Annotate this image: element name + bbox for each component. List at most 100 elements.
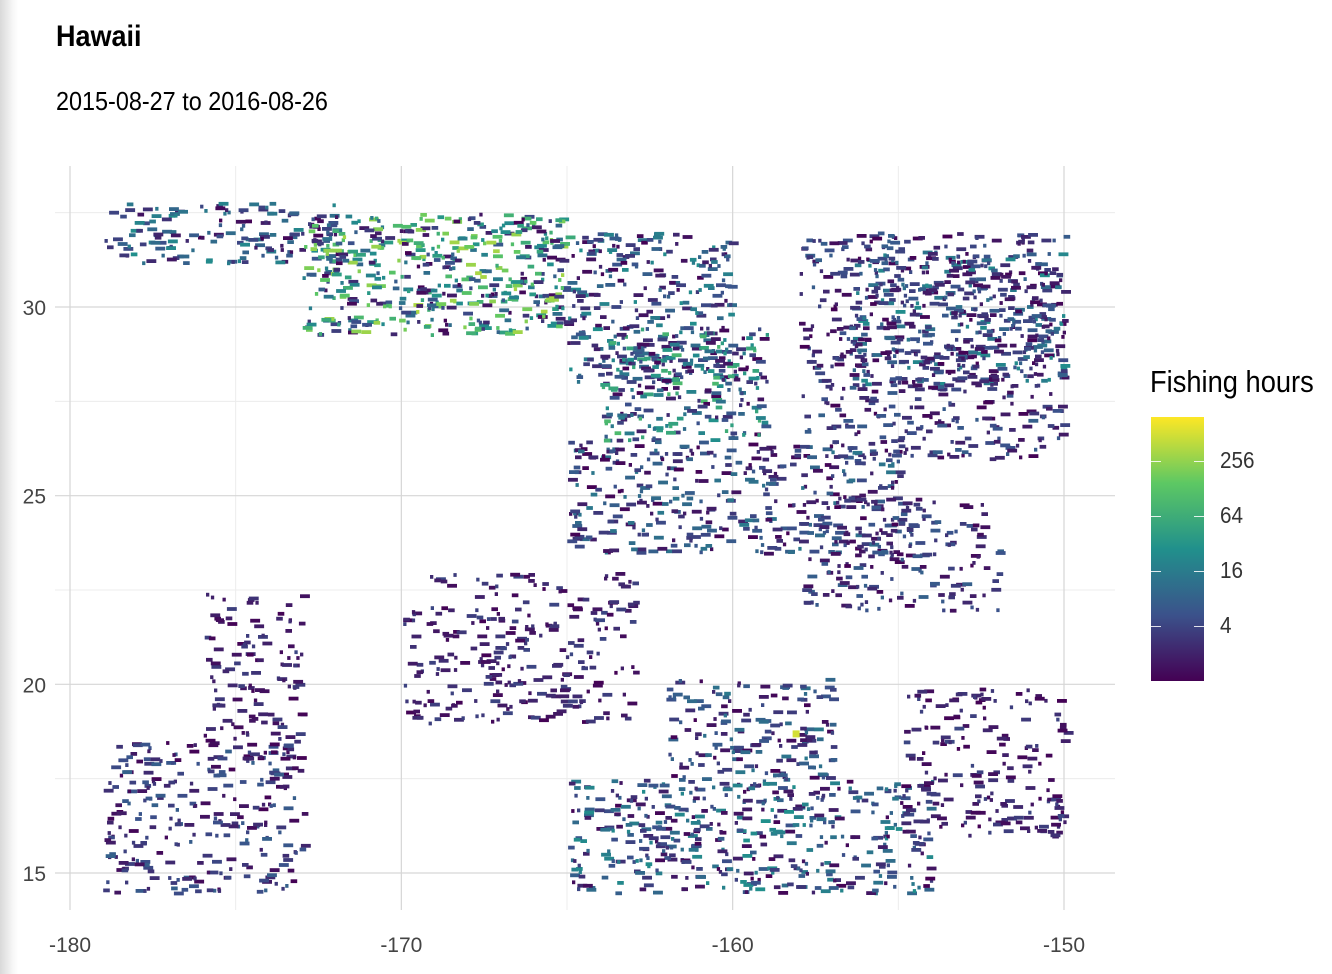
heatmap-cell bbox=[804, 756, 808, 761]
heatmap-cell bbox=[893, 354, 897, 358]
heatmap-cell bbox=[644, 813, 648, 818]
heatmap-cell bbox=[833, 455, 841, 459]
heatmap-cell bbox=[873, 411, 878, 416]
heatmap-cell bbox=[606, 612, 614, 617]
heatmap-cell bbox=[641, 532, 649, 537]
heatmap-cell bbox=[246, 865, 253, 870]
heatmap-cell bbox=[1040, 315, 1047, 319]
heatmap-cell bbox=[945, 533, 949, 538]
heatmap-cell bbox=[146, 259, 157, 263]
heatmap-cell bbox=[723, 272, 733, 277]
heatmap-cell bbox=[881, 507, 885, 512]
heatmap-cell bbox=[896, 266, 907, 270]
heatmap-cell bbox=[137, 789, 148, 793]
heatmap-cell bbox=[930, 792, 941, 797]
heatmap-cell bbox=[341, 238, 345, 243]
heatmap-cell bbox=[559, 648, 567, 652]
heatmap-cell bbox=[719, 830, 727, 835]
heatmap-cell bbox=[805, 709, 809, 714]
heatmap-cell bbox=[910, 304, 914, 308]
heatmap-cell bbox=[954, 529, 958, 534]
heatmap-cell bbox=[857, 606, 861, 611]
heatmap-cell bbox=[331, 259, 339, 264]
heatmap-cell bbox=[289, 250, 294, 255]
heatmap-cell bbox=[707, 356, 718, 360]
heatmap-cell bbox=[402, 242, 409, 246]
heatmap-cell bbox=[652, 436, 656, 441]
heatmap-cell bbox=[830, 687, 837, 692]
heatmap-cell bbox=[697, 275, 704, 280]
heatmap-cell bbox=[430, 575, 434, 579]
heatmap-cell bbox=[671, 275, 679, 279]
heatmap-cell bbox=[891, 287, 902, 292]
heatmap-cell bbox=[914, 693, 922, 698]
heatmap-cell bbox=[607, 339, 614, 343]
heatmap-cell bbox=[748, 707, 752, 712]
heatmap-cell bbox=[900, 591, 904, 596]
heatmap-cell bbox=[595, 797, 606, 802]
heatmap-cell bbox=[754, 381, 758, 386]
heatmap-cell bbox=[857, 424, 868, 429]
heatmap-cell bbox=[662, 348, 673, 352]
heatmap-cell bbox=[643, 338, 653, 343]
heatmap-cell bbox=[653, 268, 664, 273]
heatmap-cell bbox=[189, 875, 196, 880]
heatmap-cell bbox=[660, 852, 668, 857]
heatmap-cell bbox=[757, 418, 762, 423]
heatmap-cell bbox=[281, 218, 289, 223]
heatmap-cell bbox=[867, 586, 878, 591]
heatmap-cell bbox=[495, 266, 503, 270]
heatmap-cell bbox=[505, 284, 513, 288]
heatmap-cell bbox=[866, 891, 877, 895]
heatmap-cell bbox=[604, 856, 615, 861]
heatmap-cell bbox=[681, 493, 685, 498]
heatmap-cell bbox=[816, 817, 827, 822]
heatmap-cell bbox=[839, 413, 847, 418]
heatmap-cell bbox=[479, 657, 483, 661]
heatmap-cell bbox=[168, 803, 175, 808]
heatmap-cell bbox=[297, 712, 308, 717]
heatmap-cell bbox=[127, 801, 131, 806]
heatmap-cell bbox=[423, 703, 427, 708]
heatmap-cell bbox=[609, 395, 620, 400]
heatmap-cell bbox=[861, 505, 865, 509]
heatmap-cell bbox=[634, 407, 642, 411]
heatmap-cell bbox=[732, 363, 740, 367]
heatmap-cell bbox=[282, 775, 293, 779]
heatmap-cell bbox=[878, 550, 889, 555]
heatmap-cell bbox=[504, 318, 512, 323]
heatmap-cell bbox=[528, 573, 535, 577]
heatmap-cell bbox=[337, 322, 341, 327]
heatmap-cell bbox=[435, 611, 443, 616]
heatmap-cell bbox=[1000, 292, 1007, 297]
heatmap-cell bbox=[887, 279, 895, 284]
heatmap-cell bbox=[443, 254, 454, 259]
heatmap-cell bbox=[594, 808, 605, 813]
heatmap-cell bbox=[283, 744, 294, 748]
heatmap-cell bbox=[637, 806, 641, 811]
heatmap-cell bbox=[636, 547, 647, 552]
heatmap-cell bbox=[609, 503, 620, 508]
heatmap-cell bbox=[672, 459, 683, 464]
heatmap-cell bbox=[481, 293, 485, 298]
heatmap-cell bbox=[901, 564, 909, 569]
heatmap-cell bbox=[989, 457, 997, 462]
heatmap-cell bbox=[840, 274, 848, 279]
heatmap-cell bbox=[679, 330, 683, 335]
heatmap-cell bbox=[106, 880, 110, 885]
heatmap-cell bbox=[691, 865, 695, 870]
heatmap-cell bbox=[938, 302, 948, 307]
heatmap-cell bbox=[927, 453, 938, 458]
heatmap-cell bbox=[105, 840, 116, 845]
heatmap-cell bbox=[302, 326, 313, 330]
heatmap-cell bbox=[1061, 369, 1068, 373]
heatmap-cell bbox=[240, 227, 244, 232]
heatmap-cell bbox=[686, 532, 694, 537]
legend-tick-label: 4 bbox=[1220, 611, 1232, 638]
heatmap-cell bbox=[251, 761, 255, 765]
heatmap-cell bbox=[216, 204, 223, 208]
heatmap-cell bbox=[517, 223, 524, 228]
heatmap-cell bbox=[987, 261, 991, 266]
heatmap-cell bbox=[442, 631, 450, 636]
heatmap-cell bbox=[582, 235, 589, 240]
